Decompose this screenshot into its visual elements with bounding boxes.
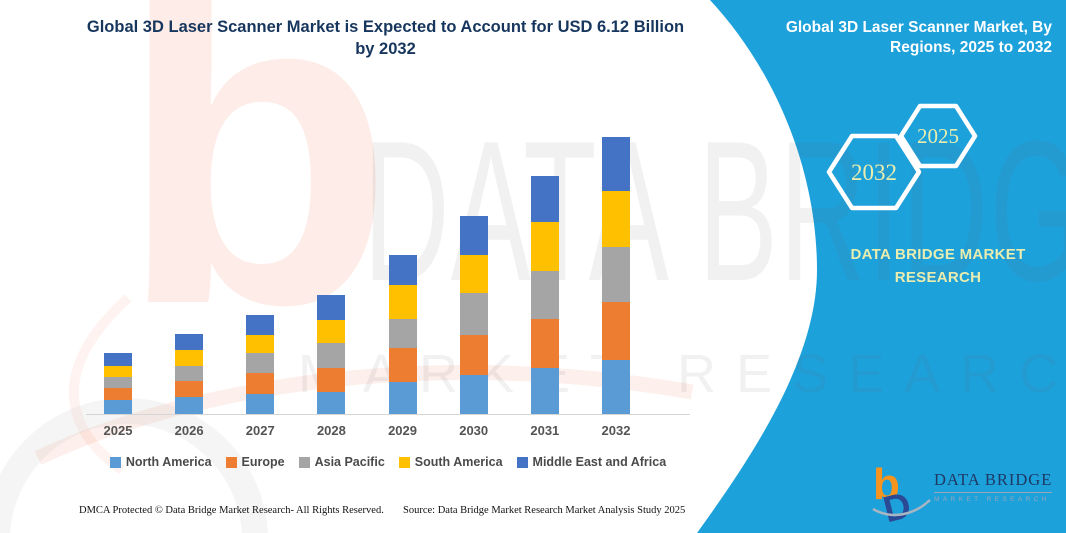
bar-segment-2028-middle-east-and-africa [317, 295, 346, 321]
databridge-logo-icon: b D [872, 460, 931, 524]
hexagon-2025-label: 2025 [917, 124, 959, 148]
bar-segment-2028-south-america [317, 320, 346, 343]
panel-title: Global 3D Laser Scanner Market, By Regio… [740, 18, 1052, 58]
legend-item-middle-east-and-africa: Middle East and Africa [516, 455, 667, 469]
logo-swoosh [872, 499, 931, 517]
bar-segment-2025-south-america [104, 366, 132, 377]
logo-wordmark: DATA BRIDGE MARKET RESEARCH [934, 470, 1053, 503]
legend-item-north-america: North America [109, 455, 212, 469]
bar-2026 [175, 334, 204, 414]
bar-segment-2025-north-america [104, 400, 132, 414]
bar-segment-2032-north-america [601, 359, 630, 414]
bar-segment-2027-north-america [246, 394, 275, 414]
dmca-notice: DMCA Protected © Data Bridge Market Rese… [79, 505, 384, 516]
bar-segment-2027-middle-east-and-africa [246, 315, 275, 336]
bar-segment-2028-north-america [317, 391, 346, 414]
bar-2028 [317, 295, 346, 414]
panel-title-line2: Regions, 2025 to 2032 [890, 39, 1052, 56]
legend-label: Asia Pacific [314, 455, 385, 469]
bar-segment-2029-middle-east-and-africa [388, 255, 417, 285]
bar-segment-2030-europe [459, 334, 488, 375]
bar-2032 [601, 137, 630, 414]
legend-marker [109, 456, 121, 468]
bar-segment-2031-north-america [530, 367, 559, 414]
x-axis-label-2028: 2028 [316, 423, 346, 438]
legend-marker [298, 456, 310, 468]
bar-segment-2026-north-america [175, 397, 204, 414]
x-axis-label-2032: 2032 [601, 423, 631, 438]
x-axis-labels: 2025 2026 2027 2028 2029 2030 2031 2032 [86, 423, 690, 441]
bar-segment-2031-middle-east-and-africa [530, 175, 559, 222]
panel-title-line1: Global 3D Laser Scanner Market, By [785, 19, 1052, 36]
legend-label: Middle East and Africa [532, 455, 667, 469]
bar-segment-2029-asia-pacific [388, 319, 417, 348]
hexagon-2025 [898, 103, 978, 169]
logo-b-glyph: b [873, 460, 900, 509]
bar-segment-2029-europe [388, 347, 417, 383]
forecast-hexagons: 2032 2025 [826, 103, 978, 211]
bar-2029 [388, 255, 417, 414]
legend-label: North America [125, 455, 212, 469]
legend-item-europe: Europe [225, 455, 285, 469]
bar-segment-2029-south-america [388, 284, 417, 320]
logo-title: DATA BRIDGE [934, 470, 1053, 493]
bar-segment-2030-south-america [459, 255, 488, 293]
bar-segment-2031-europe [530, 318, 559, 368]
legend-label: Europe [241, 455, 285, 469]
databridge-logo: b D DATA BRIDGE MARKET RESEARCH [872, 456, 1062, 528]
bar-segment-2032-middle-east-and-africa [601, 137, 630, 192]
bar-segment-2025-asia-pacific [104, 376, 132, 389]
bar-segment-2027-asia-pacific [246, 353, 275, 374]
legend: North America Europe Asia Pacific South Ame… [86, 455, 690, 469]
bar-2031 [530, 175, 559, 414]
x-axis-label-2031: 2031 [530, 423, 560, 438]
panel-brand-text: DATA BRIDGE MARKET RESEARCH [850, 246, 1026, 286]
legend-marker [516, 456, 528, 468]
chart-title: Global 3D Laser Scanner Market is Expect… [63, 16, 708, 60]
bar-segment-2030-north-america [459, 374, 488, 414]
legend-label: South America [414, 455, 503, 469]
x-axis-label-2025: 2025 [103, 423, 133, 438]
logo-d-glyph: D [879, 484, 915, 524]
bar-segment-2026-south-america [175, 349, 204, 367]
logo-subtitle: MARKET RESEARCH [934, 496, 1050, 503]
bar-segment-2028-asia-pacific [317, 342, 346, 369]
bar-segment-2026-asia-pacific [175, 366, 204, 382]
bar-segment-2031-south-america [530, 221, 559, 272]
plot-area [86, 118, 690, 415]
legend-marker [225, 456, 237, 468]
bar-segment-2027-europe [246, 373, 275, 395]
legend-item-asia-pacific: Asia Pacific [298, 455, 385, 469]
bar-segment-2031-asia-pacific [530, 271, 559, 319]
bar-segment-2025-middle-east-and-africa [104, 352, 132, 367]
bar-2025 [104, 352, 132, 414]
bar-segment-2030-middle-east-and-africa [459, 216, 488, 256]
bar-segment-2032-asia-pacific [601, 247, 630, 303]
legend-marker [398, 456, 410, 468]
bar-segment-2032-europe [601, 302, 630, 360]
hexagon-2032-label: 2032 [851, 160, 897, 185]
bar-segment-2026-europe [175, 381, 204, 398]
x-axis-label-2026: 2026 [174, 423, 204, 438]
bar-segment-2026-middle-east-and-africa [175, 334, 204, 350]
x-axis-label-2030: 2030 [459, 423, 489, 438]
bar-segment-2028-europe [317, 368, 346, 392]
chart-title-line2: by 2032 [355, 40, 416, 58]
bar-2030 [459, 216, 488, 414]
source-note: Source: Data Bridge Market Research Mark… [403, 505, 686, 516]
bar-2027 [246, 315, 275, 414]
x-axis-label-2029: 2029 [388, 423, 417, 438]
bar-segment-2032-south-america [601, 191, 630, 248]
x-axis-label-2027: 2027 [245, 423, 275, 438]
bar-segment-2029-north-america [388, 382, 417, 414]
legend-item-south-america: South America [398, 455, 503, 469]
chart-title-line1: Global 3D Laser Scanner Market is Expect… [86, 18, 685, 36]
bar-segment-2027-south-america [246, 335, 275, 354]
x-axis-line [86, 414, 690, 415]
bar-segment-2030-asia-pacific [459, 292, 488, 335]
bar-segment-2025-europe [104, 388, 132, 400]
hexagon-2032 [826, 133, 922, 211]
